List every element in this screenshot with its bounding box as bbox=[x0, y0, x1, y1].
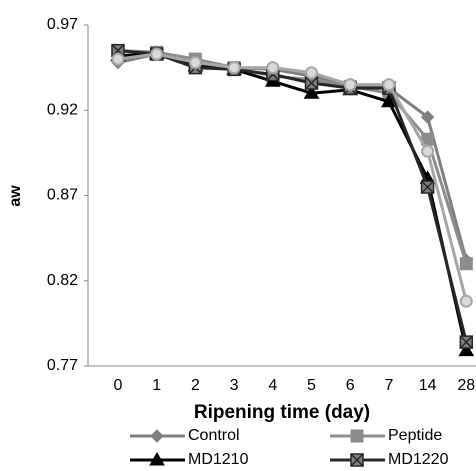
x-tick-label: 6 bbox=[346, 377, 355, 394]
data-point bbox=[227, 61, 241, 75]
legend-label: Control bbox=[188, 427, 240, 444]
data-point bbox=[421, 144, 435, 158]
y-tick-label: 0.92 bbox=[47, 101, 78, 118]
series-line bbox=[117, 52, 468, 302]
x-tick-label: 28 bbox=[457, 377, 475, 394]
x-tick-label: 0 bbox=[114, 377, 123, 394]
series-line bbox=[117, 49, 468, 343]
x-axis-title: Ripening time (day) bbox=[194, 402, 370, 423]
y-axis-title: aw bbox=[7, 185, 24, 207]
x-tick-label: 3 bbox=[230, 377, 239, 394]
data-point bbox=[420, 110, 435, 124]
data-point bbox=[266, 61, 280, 75]
legend-label: MD1210 bbox=[188, 451, 249, 468]
legend-marker bbox=[149, 452, 165, 466]
legend-marker bbox=[350, 453, 364, 467]
data-point bbox=[188, 56, 202, 70]
data-point bbox=[303, 85, 320, 99]
data-point bbox=[304, 76, 319, 90]
x-tick-label: 7 bbox=[384, 377, 393, 394]
data-point bbox=[305, 66, 318, 80]
data-point bbox=[111, 52, 125, 66]
data-point bbox=[382, 78, 396, 92]
data-point bbox=[343, 78, 357, 92]
y-tick-label: 0.87 bbox=[47, 187, 78, 204]
y-tick-label: 0.82 bbox=[47, 272, 78, 289]
data-point bbox=[420, 180, 435, 194]
data-point bbox=[459, 294, 473, 308]
y-tick-label: 0.77 bbox=[47, 357, 78, 374]
series-line bbox=[117, 49, 468, 265]
x-tick-label: 2 bbox=[191, 377, 200, 394]
x-tick-label: 1 bbox=[152, 377, 161, 394]
x-tick-label: 4 bbox=[268, 377, 277, 394]
x-tick-label: 5 bbox=[307, 377, 316, 394]
x-tick-label: 14 bbox=[419, 377, 437, 394]
legend-label: MD1220 bbox=[388, 451, 449, 468]
data-point bbox=[459, 335, 474, 349]
series-line bbox=[117, 52, 468, 261]
legend-marker bbox=[350, 429, 364, 443]
y-tick-label: 0.97 bbox=[47, 16, 78, 33]
data-point bbox=[459, 257, 473, 271]
legend-label: Peptide bbox=[388, 427, 442, 444]
data-point bbox=[150, 47, 164, 61]
series-line bbox=[117, 52, 468, 351]
legend-marker bbox=[150, 429, 164, 443]
data-point bbox=[458, 342, 475, 357]
